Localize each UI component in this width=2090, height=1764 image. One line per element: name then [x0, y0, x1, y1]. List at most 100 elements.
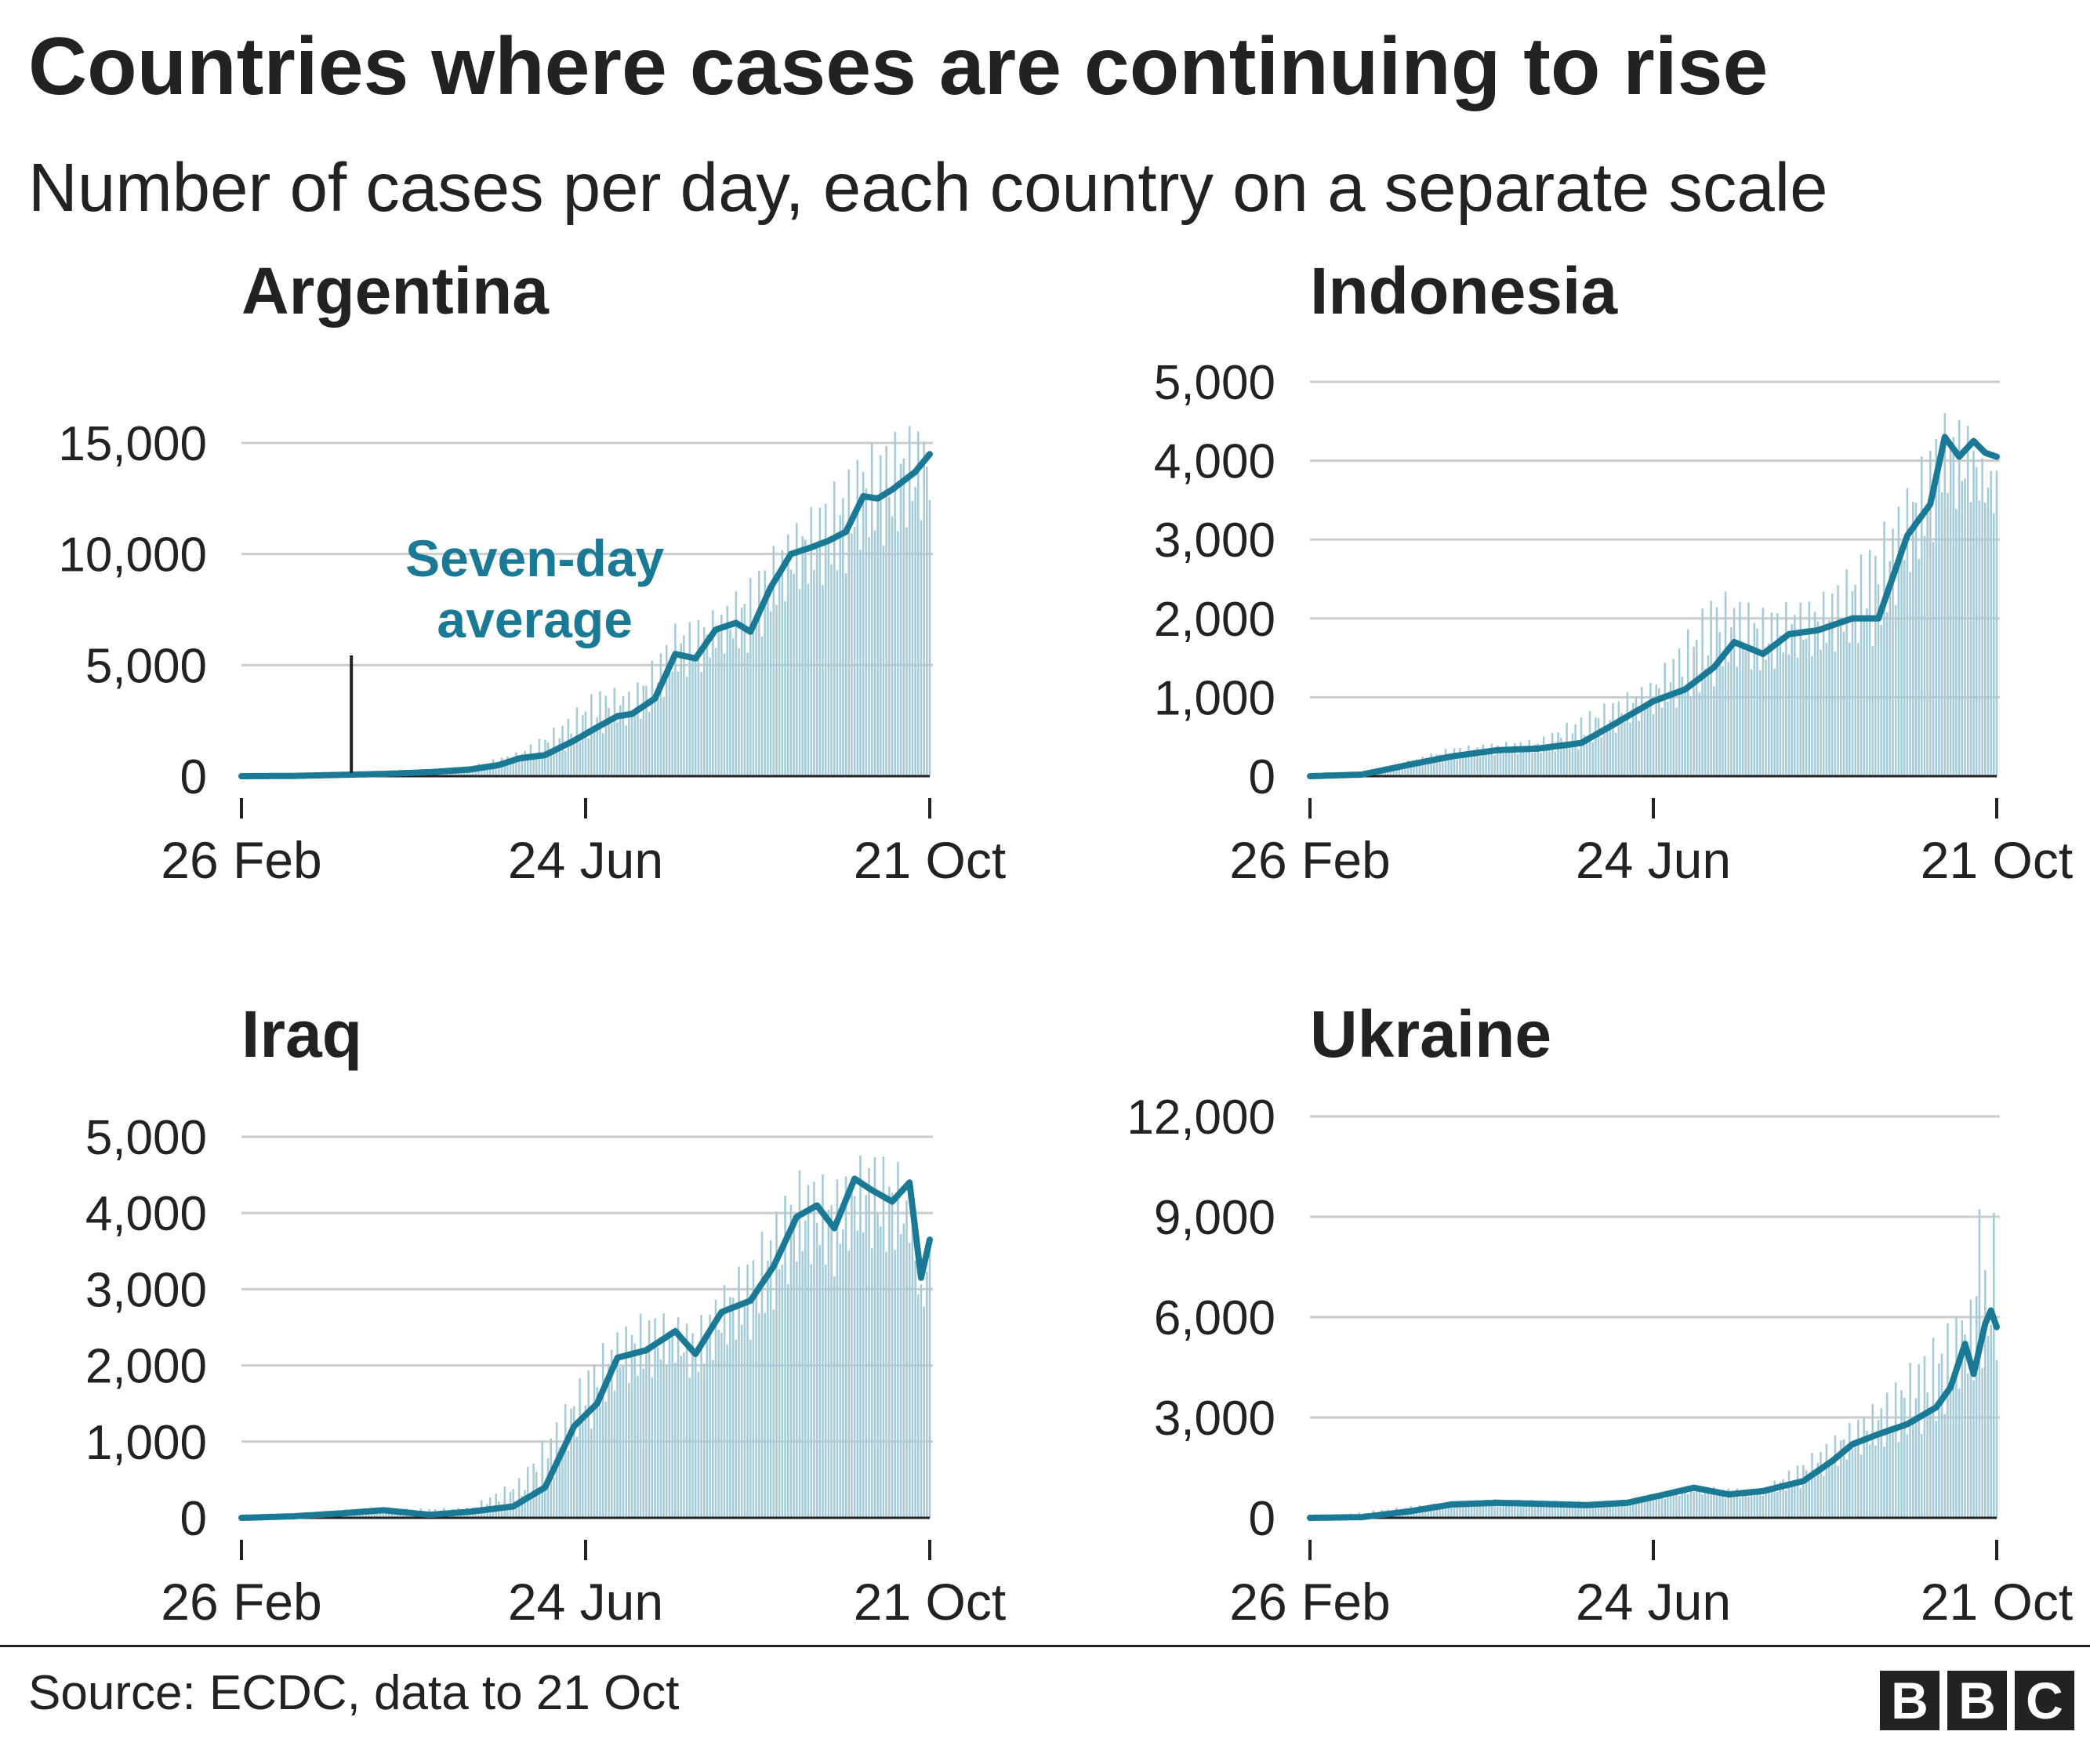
daily-case-bar — [769, 611, 772, 776]
daily-case-bar — [1741, 642, 1744, 776]
daily-case-bar — [1866, 608, 1868, 776]
daily-case-bar — [1533, 1504, 1537, 1518]
daily-case-bar — [1816, 621, 1820, 776]
daily-case-bar — [498, 763, 500, 776]
daily-case-bar — [1566, 723, 1568, 776]
daily-case-bar — [1900, 1390, 1903, 1518]
daily-case-bar — [604, 1401, 608, 1518]
daily-case-bar — [1894, 604, 1897, 776]
daily-case-bar — [844, 573, 847, 776]
daily-case-bar — [613, 1390, 616, 1518]
daily-case-bar — [1897, 506, 1900, 776]
daily-case-bar — [1713, 1486, 1715, 1518]
daily-case-bar — [608, 1363, 610, 1518]
daily-case-bar — [1779, 635, 1782, 776]
daily-case-bar — [923, 441, 925, 776]
daily-case-bar — [891, 1192, 894, 1518]
daily-case-bar — [738, 648, 740, 776]
daily-case-bar — [466, 771, 469, 776]
daily-case-bar — [1660, 1494, 1664, 1518]
daily-case-bar — [1940, 1353, 1943, 1518]
daily-case-bar — [1718, 1491, 1721, 1518]
daily-case-bar — [1935, 1421, 1937, 1518]
daily-case-bar — [1987, 488, 1990, 776]
daily-case-bar — [804, 539, 807, 776]
daily-case-bar — [1889, 561, 1892, 776]
daily-case-bar — [1762, 608, 1765, 776]
daily-case-bar — [1765, 1487, 1767, 1518]
y-tick-label: 1,000 — [85, 1416, 207, 1470]
daily-case-bar — [1635, 1502, 1638, 1518]
daily-case-bar — [738, 1266, 740, 1518]
daily-case-bar — [674, 1363, 677, 1518]
daily-case-bar — [908, 426, 911, 776]
daily-case-bar — [1854, 1440, 1856, 1518]
daily-case-bar — [928, 1245, 931, 1518]
daily-case-bar — [1415, 1509, 1418, 1518]
daily-case-bar — [1722, 1490, 1724, 1518]
daily-case-bar — [856, 1230, 859, 1518]
daily-case-bar — [1955, 1316, 1958, 1518]
daily-case-bar — [1758, 1490, 1762, 1518]
daily-case-bar — [1961, 1320, 1964, 1518]
daily-case-bar — [1638, 720, 1640, 776]
daily-case-bar — [1387, 769, 1389, 776]
daily-case-bar — [1765, 659, 1767, 776]
daily-case-bar — [1406, 760, 1410, 776]
daily-case-bar — [784, 1196, 786, 1518]
daily-case-bar — [1785, 602, 1787, 776]
daily-case-bar — [870, 1248, 873, 1518]
daily-case-bar — [908, 1243, 911, 1518]
daily-case-bar — [1972, 1380, 1975, 1518]
daily-case-bar — [859, 1156, 862, 1518]
daily-case-bar — [587, 738, 590, 776]
daily-case-bar — [619, 705, 622, 776]
daily-case-bar — [385, 1511, 387, 1518]
daily-case-bar — [1750, 1488, 1753, 1518]
daily-case-bar — [735, 591, 738, 776]
daily-case-bar — [810, 1264, 813, 1518]
daily-case-bar — [717, 631, 720, 776]
daily-case-bar — [1415, 759, 1418, 776]
daily-case-bar — [1562, 747, 1566, 776]
daily-case-bar — [1825, 1444, 1828, 1518]
daily-case-bar — [1421, 1510, 1424, 1518]
daily-case-bar — [1799, 1487, 1802, 1518]
charts-canvas: Argentina 0 5,000 10,000 15,000 26 Feb 24 Jun 2… — [58, 254, 2073, 1631]
daily-case-bar — [572, 1406, 575, 1518]
daily-case-bar — [836, 1179, 839, 1518]
daily-case-bar — [1874, 1445, 1877, 1518]
daily-case-bar — [1505, 742, 1508, 776]
daily-case-bar — [1701, 1494, 1704, 1518]
seven-day-average-line — [238, 451, 933, 779]
x-tick-label: 24 Jun — [1576, 1573, 1731, 1631]
daily-case-bar — [796, 522, 798, 776]
bbc-logo: B B C — [1880, 1671, 2074, 1730]
daily-case-bar — [735, 1339, 738, 1518]
daily-case-bar — [656, 1347, 659, 1518]
daily-case-bar — [1983, 1269, 1987, 1518]
daily-case-bar — [683, 635, 685, 776]
daily-case-bar — [1961, 481, 1964, 776]
daily-case-bar — [555, 749, 558, 776]
daily-case-bar — [1540, 1501, 1542, 1518]
daily-case-bar — [1459, 748, 1461, 776]
daily-case-bar — [1828, 619, 1831, 776]
daily-case-bar — [1479, 756, 1482, 776]
daily-case-bar — [1439, 754, 1441, 776]
daily-case-bar — [1773, 668, 1776, 776]
daily-case-bar — [1796, 1465, 1799, 1518]
daily-case-bar — [524, 750, 526, 776]
x-tick-label: 21 Oct — [1921, 831, 2073, 889]
daily-case-bar — [815, 548, 818, 776]
daily-case-bar — [775, 1211, 778, 1518]
daily-case-bar — [1990, 1324, 1992, 1518]
daily-case-bar — [1990, 470, 1992, 776]
daily-case-bar — [793, 1215, 795, 1518]
daily-case-bar — [1664, 662, 1667, 776]
daily-case-bar — [1667, 701, 1669, 776]
daily-case-bar — [1909, 1363, 1911, 1518]
daily-case-bar — [668, 1332, 671, 1518]
daily-case-bar — [1753, 622, 1756, 776]
daily-case-bar — [709, 1314, 711, 1518]
